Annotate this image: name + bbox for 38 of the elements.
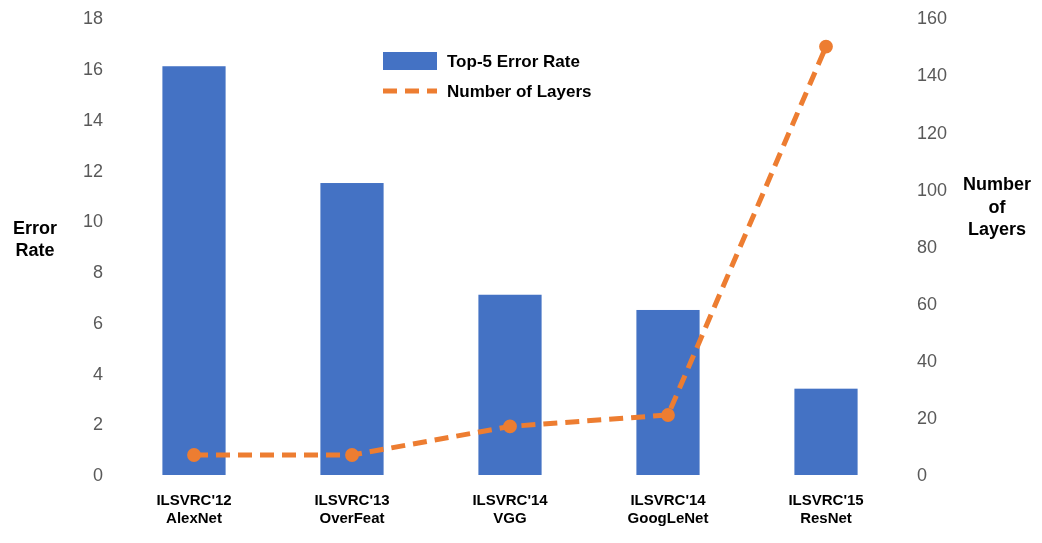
point — [503, 419, 517, 434]
y-tick-label: 14 — [82, 109, 103, 130]
point — [661, 408, 675, 422]
y2-tick-label: 80 — [917, 236, 938, 257]
y2-tick-label: 140 — [917, 65, 948, 86]
point — [187, 448, 201, 462]
y-tick-label: 0 — [92, 465, 103, 486]
y-tick-label: 6 — [92, 312, 103, 333]
legend-label: Number of Layers — [447, 82, 592, 101]
y2-tick-label: 120 — [917, 122, 948, 143]
x-tick-label: ILSVRC'15 ResNet — [788, 491, 864, 526]
y2-tick-label: 60 — [917, 293, 938, 314]
y-tick-label: 18 — [82, 8, 103, 29]
x-tick-label: ILSVRC'14 GoogLeNet — [627, 491, 709, 526]
y2-tick-label: 0 — [917, 465, 928, 486]
x-tick-label: ILSVRC'14 VGG — [472, 491, 549, 526]
y2-tick-label: 40 — [917, 351, 938, 372]
y2-tick-label: 20 — [917, 408, 938, 429]
y-tick-label: 16 — [82, 59, 103, 80]
y2-axis-title: Number of Layers — [962, 174, 1032, 239]
x-tick-label: ILSVRC'12 AlexNet — [156, 491, 232, 526]
y-tick-label: 2 — [92, 414, 103, 435]
y-tick-label: 8 — [92, 262, 103, 283]
y2-tick-label: 100 — [917, 179, 948, 200]
y-tick-label: 4 — [92, 363, 103, 384]
y-axis-title: Error Rate — [12, 218, 58, 260]
point — [819, 39, 833, 54]
bar — [320, 183, 384, 475]
bar — [478, 294, 542, 475]
y-tick-label: 10 — [82, 211, 103, 232]
y2-tick-label: 160 — [917, 8, 948, 29]
bar — [636, 309, 700, 475]
x-tick-label: ILSVRC'13 OverFeat — [314, 491, 390, 526]
bar — [794, 388, 858, 475]
legend-label: Top-5 Error Rate — [447, 52, 580, 71]
y-tick-label: 12 — [82, 160, 103, 181]
bar — [162, 66, 226, 475]
point — [345, 448, 359, 462]
